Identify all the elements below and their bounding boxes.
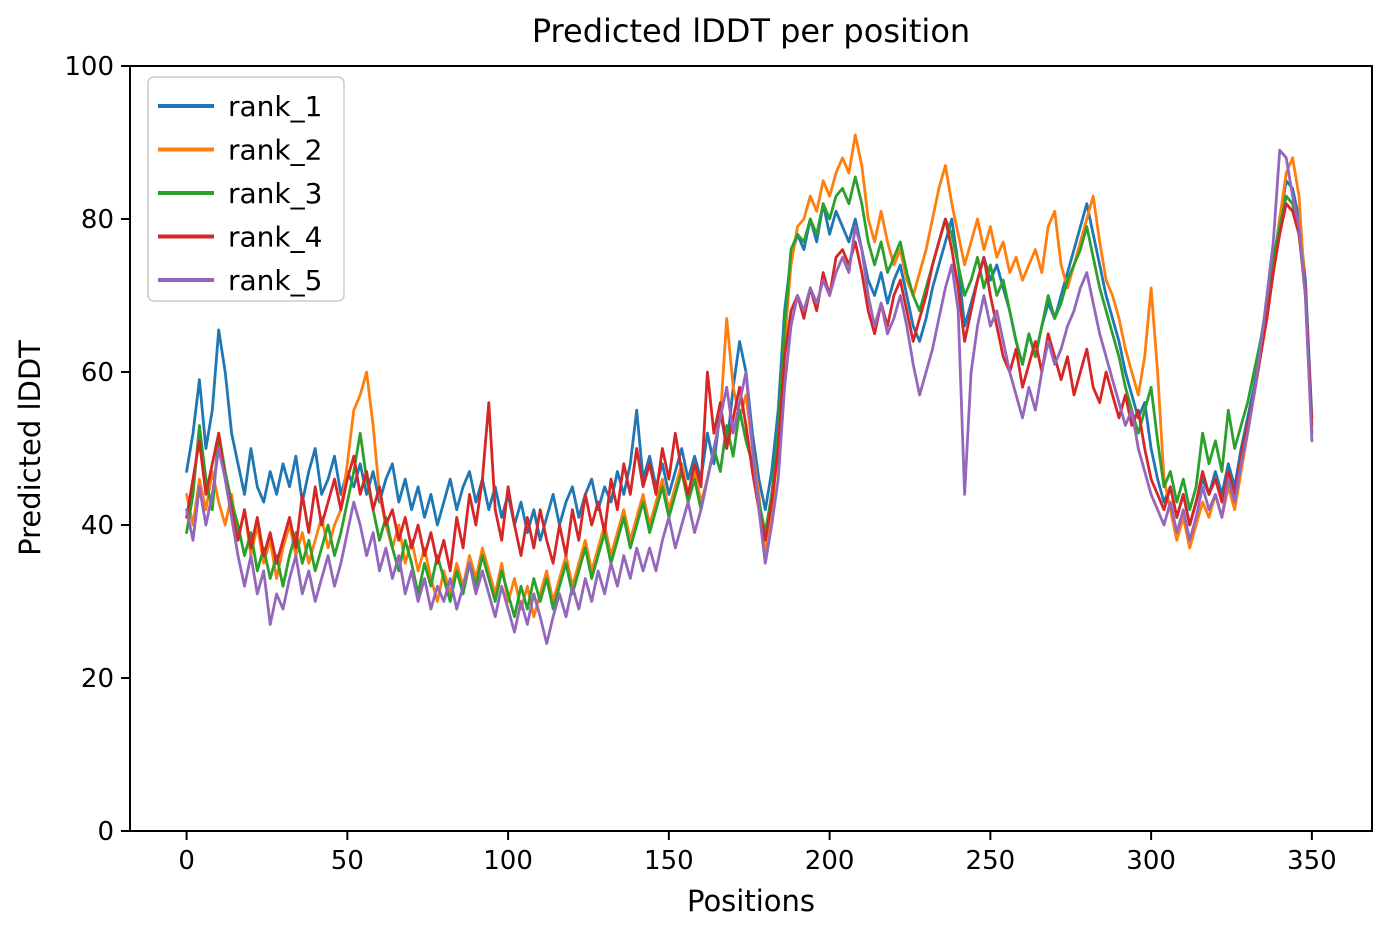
legend-label-rank_5: rank_5: [228, 264, 322, 297]
series-line-rank_4: [185, 202, 1314, 573]
x-tick-label: 150: [644, 846, 694, 876]
series-line-rank_5: [185, 148, 1314, 645]
legend: rank_1 rank_2 rank_3 rank_4 rank_5: [147, 76, 345, 302]
x-tick-label: 250: [966, 846, 1016, 876]
y-axis-ticks: 0 20 40 60 80 100: [64, 52, 130, 847]
x-tick-label: 50: [331, 846, 364, 876]
y-tick-label: 40: [81, 511, 114, 541]
y-axis-label: Predicted lDDT: [13, 340, 47, 556]
legend-label-rank_1: rank_1: [228, 90, 322, 123]
y-tick-label: 0: [97, 817, 114, 847]
y-tick-label: 100: [64, 52, 114, 82]
legend-label-rank_4: rank_4: [228, 221, 322, 254]
x-tick-label: 350: [1287, 846, 1337, 876]
y-tick-label: 20: [81, 664, 114, 694]
legend-label-rank_3: rank_3: [228, 177, 322, 210]
y-tick-label: 80: [81, 205, 114, 235]
legend-box: [147, 76, 345, 302]
x-tick-label: 300: [1126, 846, 1176, 876]
x-tick-label: 0: [178, 846, 195, 876]
y-tick-label: 60: [81, 358, 114, 388]
series-lines: [185, 133, 1314, 645]
plot-area-border: [129, 65, 1373, 832]
x-axis-label: Positions: [687, 884, 815, 918]
legend-label-rank_2: rank_2: [228, 134, 322, 167]
series-line-rank_2: [185, 133, 1314, 619]
chart-title: Predicted lDDT per position: [532, 12, 970, 50]
x-axis-ticks: 0 50 100 150 200 250 300 350: [178, 831, 1337, 876]
x-tick-label: 200: [805, 846, 855, 876]
x-tick-label: 100: [483, 846, 533, 876]
